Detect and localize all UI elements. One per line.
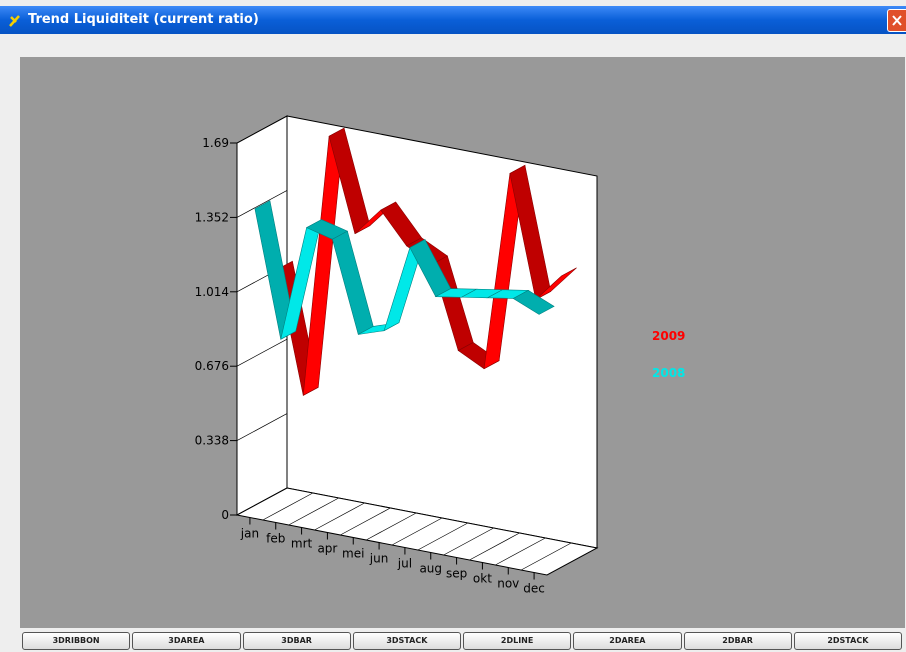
x-tick-label: mrt bbox=[291, 537, 313, 551]
y-tick-label: 0 bbox=[221, 508, 229, 522]
floor-line bbox=[366, 512, 417, 541]
y-tick-label: 1.69 bbox=[202, 136, 229, 150]
x-tick-label: okt bbox=[473, 572, 492, 586]
chart: 0 0.338 0.676 1.014 1.352 1.69 jan feb mrt apr mei… bbox=[195, 115, 685, 596]
wall-grid-line bbox=[236, 487, 288, 516]
app-icon bbox=[9, 15, 20, 27]
floor-line bbox=[288, 497, 339, 526]
x-tick-label: sep bbox=[446, 567, 467, 581]
x-tick-label: aug bbox=[419, 562, 442, 576]
window-title: Trend Liquiditeit (current ratio) bbox=[28, 12, 259, 27]
y-tick-label: 1.014 bbox=[195, 285, 229, 299]
wall-grid-line bbox=[236, 190, 288, 218]
y-tick-label: 0.676 bbox=[195, 359, 229, 373]
close-button[interactable] bbox=[887, 9, 906, 32]
y-tick-label: 0.338 bbox=[195, 434, 229, 448]
x-tick-label: apr bbox=[317, 542, 337, 556]
chart-type-button[interactable]: 3DRIBBON bbox=[22, 632, 131, 650]
x-tick-label: dec bbox=[523, 582, 545, 596]
floor-line bbox=[469, 532, 520, 561]
floor-line bbox=[262, 492, 313, 521]
chart-type-button[interactable]: 3DSTACK bbox=[352, 632, 461, 650]
floor-line bbox=[340, 507, 391, 536]
floor-line bbox=[417, 522, 468, 551]
wall-grid-line bbox=[236, 115, 288, 144]
chart-type-button[interactable]: 3DBAR bbox=[242, 632, 351, 650]
floor-line bbox=[443, 527, 494, 556]
chart-type-button[interactable]: 2DAREA bbox=[573, 632, 682, 650]
floor-line bbox=[391, 517, 443, 546]
floor-line bbox=[521, 542, 572, 571]
y-tick-label: 1.352 bbox=[195, 210, 229, 224]
floor-line bbox=[314, 502, 365, 531]
x-tick-label: feb bbox=[266, 532, 285, 546]
chart-type-button[interactable]: 2DBAR bbox=[683, 632, 792, 650]
x-tick-label: nov bbox=[497, 577, 519, 591]
ribbon-segment bbox=[512, 290, 555, 315]
chart-panel: 0 0.338 0.676 1.014 1.352 1.69 jan feb mrt apr mei… bbox=[20, 57, 905, 628]
x-tick-label: jan bbox=[240, 527, 259, 541]
floor-line bbox=[495, 537, 546, 566]
x-tick-label: jul bbox=[397, 557, 412, 571]
chart-type-button[interactable]: 3DAREA bbox=[132, 632, 241, 650]
legend-label: 2008 bbox=[652, 366, 685, 380]
x-tick-label: jun bbox=[369, 552, 389, 566]
chart-type-button[interactable]: 2DLINE bbox=[463, 632, 572, 650]
ribbon-segment bbox=[535, 267, 577, 300]
x-tick-label: mei bbox=[342, 547, 364, 561]
wall-grid-line bbox=[236, 413, 288, 441]
title-bar: Trend Liquiditeit (current ratio) bbox=[0, 6, 906, 34]
button-bar: 3DRIBBON 3DAREA 3DBAR 3DSTACK 2DLINE 2DAREA 2D… bbox=[22, 632, 902, 650]
wall-grid-line bbox=[236, 338, 288, 367]
chart-type-button[interactable]: 2DSTACK bbox=[793, 632, 902, 650]
legend-label: 2009 bbox=[652, 329, 685, 343]
